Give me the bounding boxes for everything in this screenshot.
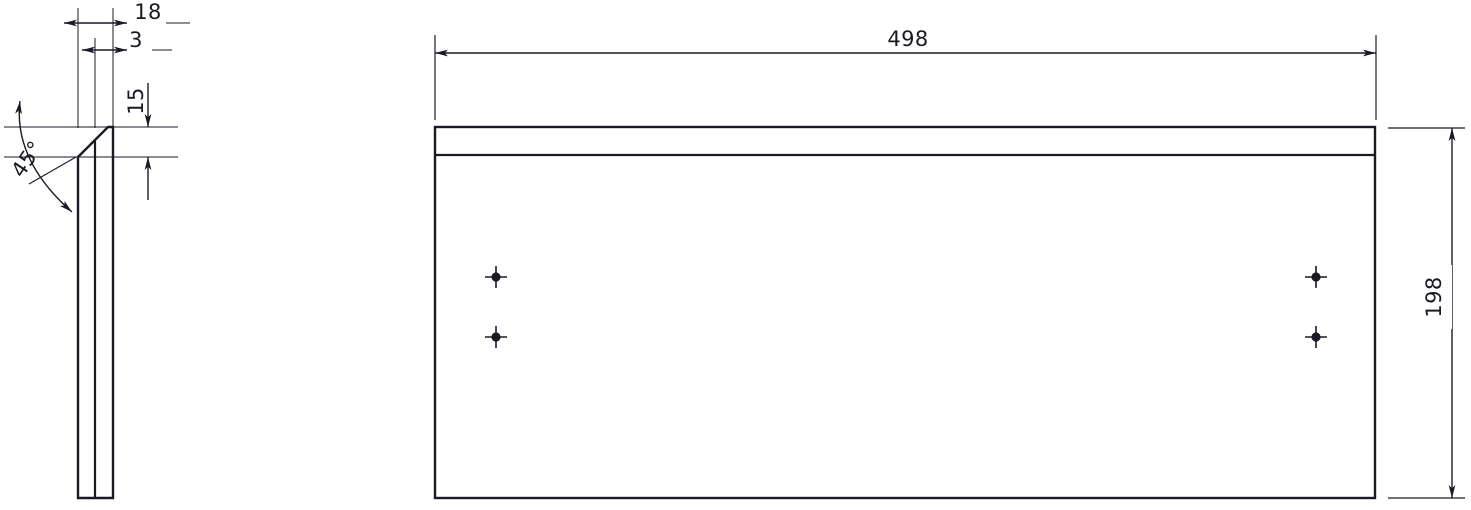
panel-outline: [433, 125, 1377, 500]
hole-top-right: [1305, 266, 1327, 288]
side-view-profile: [76, 125, 115, 500]
dimension-198-label-bg: [1428, 265, 1452, 329]
profile-outline: [76, 125, 115, 500]
dimension-498: 498: [435, 27, 1376, 57]
dimension-3: 3: [82, 28, 143, 54]
panel-outline-group: [433, 125, 1377, 500]
dimension-45deg-arc: [15, 100, 73, 213]
side-view: 18 3 15 45°: [4, 0, 190, 500]
dimension-15-label: 15: [124, 87, 148, 115]
dimension-15: 15: [124, 83, 152, 200]
dimension-498-label: 498: [887, 27, 928, 51]
hole-markers: [485, 266, 1327, 348]
hole-top-left: [485, 266, 507, 288]
dimension-498-label-bg: [866, 28, 950, 52]
dimension-3-label: 3: [129, 28, 143, 52]
hole-bottom-left: [485, 326, 507, 348]
front-view: 498 198: [433, 27, 1465, 500]
hole-bottom-right: [1305, 326, 1327, 348]
side-view-extension-lines: [4, 8, 190, 158]
dimension-198-label: 198: [1422, 276, 1446, 317]
dimension-198: 198: [1422, 128, 1456, 498]
dimension-45deg-leader: [28, 156, 77, 185]
dimension-18: 18: [64, 0, 162, 27]
dimension-18-label: 18: [134, 0, 162, 24]
